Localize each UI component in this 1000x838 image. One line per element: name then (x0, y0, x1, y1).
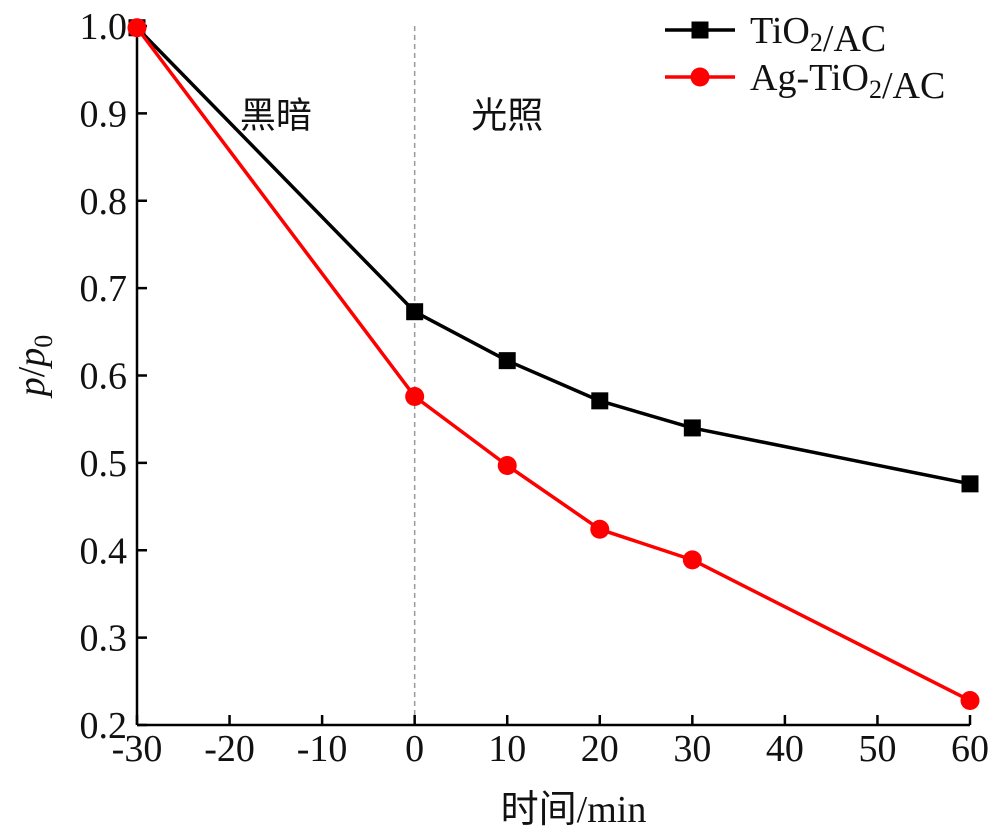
data-point-square (683, 419, 701, 437)
x-tick-label: 50 (858, 728, 896, 770)
y-tick-label: 0.4 (80, 530, 128, 572)
data-point-square (961, 475, 979, 493)
data-point-square (406, 303, 424, 321)
x-axis-title: 时间/min (501, 789, 647, 831)
data-point-circle (497, 455, 517, 475)
x-tick-label: 10 (488, 728, 526, 770)
legend-label: TiO2/AC (750, 10, 886, 60)
region-annotation: 光照 (471, 95, 543, 136)
series-line-1 (135, 26, 971, 703)
data-point-square (591, 392, 609, 410)
x-tick-label: -30 (112, 728, 163, 770)
x-tick-label: 0 (405, 728, 424, 770)
data-point-circle (960, 691, 980, 711)
data-point-circle (590, 519, 610, 539)
x-tick-label: 40 (766, 728, 804, 770)
x-tick-label: -10 (297, 728, 348, 770)
y-tick-label: 1.0 (80, 6, 128, 48)
y-tick-label: 0.7 (80, 268, 128, 310)
x-tick-label: -20 (204, 728, 255, 770)
data-point-square (498, 352, 516, 370)
data-point-circle (405, 386, 425, 406)
legend-marker-square (691, 21, 709, 39)
legend-label: Ag-TiO2/AC (750, 57, 945, 107)
x-tick-label: 60 (951, 728, 989, 770)
y-tick-label: 0.8 (80, 181, 128, 223)
y-tick-label: 0.6 (80, 356, 128, 398)
y-tick-label: 0.2 (80, 705, 128, 747)
y-axis-title: p/p0 (11, 335, 58, 400)
data-point-circle (682, 550, 702, 570)
region-annotation: 黑暗 (240, 95, 312, 136)
y-tick-label: 0.3 (80, 618, 128, 660)
legend-marker-circle (690, 67, 710, 87)
series-line-0 (135, 26, 971, 486)
y-tick-label: 0.9 (80, 93, 128, 135)
x-tick-label: 20 (581, 728, 619, 770)
y-tick-label: 0.5 (80, 443, 128, 485)
data-point-circle (127, 18, 147, 38)
x-tick-label: 30 (673, 728, 711, 770)
